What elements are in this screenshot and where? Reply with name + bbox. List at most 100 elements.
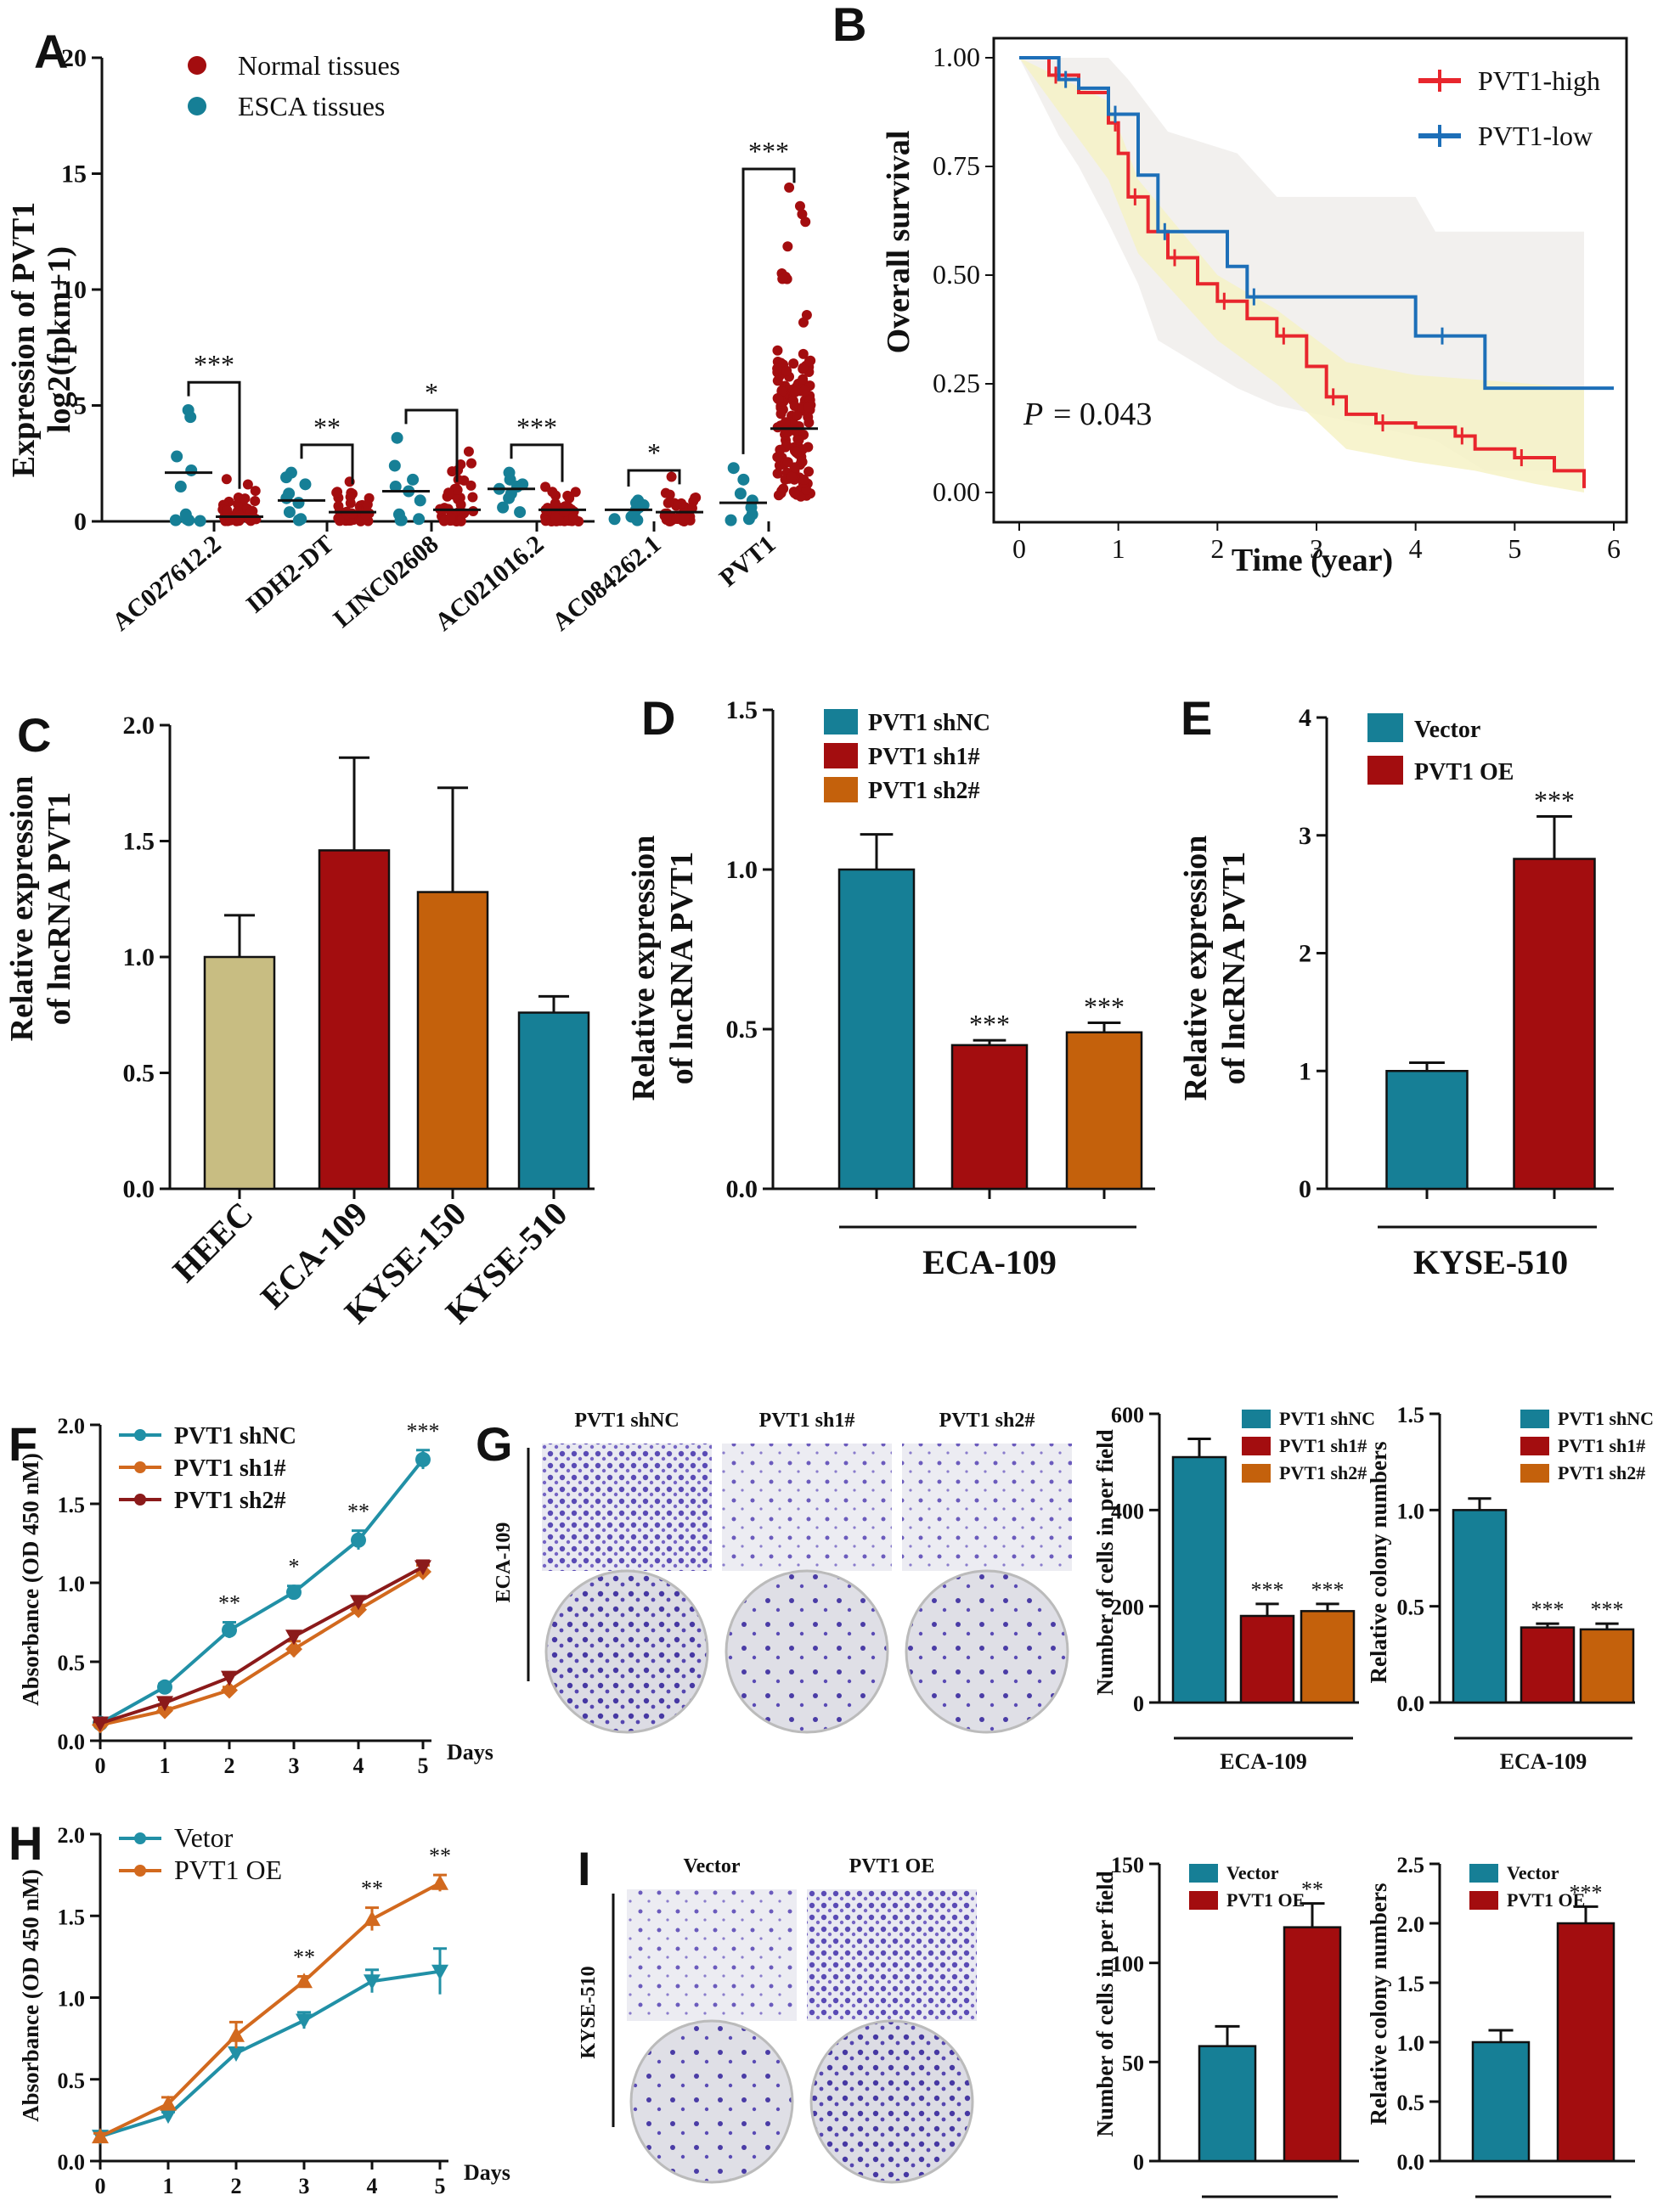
e-bar <box>1385 1070 1469 1190</box>
a-point-normal <box>780 417 791 428</box>
f-point <box>221 1681 238 1699</box>
i2-y-tick-label: 2.0 <box>1397 1912 1425 1937</box>
g-photo-col-2: PVT1 sh1# <box>759 1410 855 1432</box>
f-point <box>415 1451 431 1467</box>
c-y-tick-label: 1.5 <box>123 828 155 856</box>
a-point-normal <box>345 498 356 509</box>
legend-normal-label: Normal tissues <box>238 50 400 81</box>
f-significance: * <box>289 1555 300 1579</box>
c-x-tick-label: HEEC <box>165 1195 260 1290</box>
panel-d-ylabel-2: of lncRNA PVT1 <box>664 852 700 1084</box>
panel-b-ylabel: Overall survival <box>881 131 916 354</box>
a-significance: * <box>425 377 438 408</box>
legend-low-label: PVT1-low <box>1478 121 1593 151</box>
a-point-normal <box>772 345 783 356</box>
g-row-label: ECA-109 <box>493 1523 515 1603</box>
legend-high-label: PVT1-high <box>1478 65 1600 96</box>
f-point <box>351 1532 366 1548</box>
a-point-normal <box>772 468 783 479</box>
a-point-normal <box>792 410 803 421</box>
a-point-esca <box>299 478 312 491</box>
a-point-normal <box>547 487 558 498</box>
i1-y-tick-label: 50 <box>1122 2051 1144 2075</box>
f-point <box>221 1670 238 1686</box>
b-y-tick-label: 0.00 <box>933 476 980 507</box>
g1-group-label: ECA-109 <box>1220 1749 1307 1774</box>
a-point-normal <box>463 446 474 457</box>
f-point <box>285 1629 302 1646</box>
b-ci-band-high <box>1019 58 1584 492</box>
b-plot-frame <box>992 37 1628 524</box>
a-point-normal <box>787 471 798 482</box>
g1-y-tick-label: 400 <box>1111 1499 1144 1523</box>
a-point-esca <box>292 497 305 509</box>
a-point-normal <box>671 500 682 511</box>
panel-a-label: A <box>34 25 68 78</box>
a-point-normal <box>797 209 808 220</box>
c-bar <box>416 891 489 1190</box>
a-point-normal <box>550 512 561 523</box>
panel-c-ylabel-2: of lncRNA PVT1 <box>42 792 77 1025</box>
e-legend-swatch <box>1367 713 1403 742</box>
a-point-normal <box>775 487 787 498</box>
b-y-tick-label: 1.00 <box>933 42 980 72</box>
a-point-esca <box>413 513 426 526</box>
a-point-esca <box>503 492 516 504</box>
f-x-tick-label: 2 <box>224 1753 235 1778</box>
a-significance-bracket <box>510 443 564 482</box>
a-point-esca <box>389 481 402 493</box>
panel-a-ylabel-2: log2(fpkm+1) <box>42 246 77 433</box>
g1-legend-label: PVT1 sh1# <box>1279 1435 1367 1456</box>
i1-legend-label: PVT1 OE <box>1226 1889 1305 1911</box>
a-point-normal <box>788 358 799 369</box>
a-x-tick-label: AC027612.2 <box>107 530 227 636</box>
a-point-normal <box>453 474 464 485</box>
panel-d-bar: Relative expression of lncRNA PVT1 0.0 0.… <box>626 696 1155 1281</box>
d-y-tick-label: 1.5 <box>726 696 758 724</box>
panel-f-ylabel: Absorbance (OD 450 nM) <box>18 1453 43 1706</box>
panel-b-p-value: = 0.043 <box>1053 397 1152 432</box>
panel-i-chart-cells: Number of cells in per field 0 50 100 150 **… <box>1092 1853 1359 2212</box>
g2-ylabel: Relative colony numbers <box>1366 1442 1391 1684</box>
f-point <box>222 1622 237 1638</box>
a-point-normal <box>671 513 682 524</box>
g2-group-label: ECA-109 <box>1500 1749 1587 1774</box>
g1-legend-swatch <box>1242 1410 1271 1428</box>
a-point-normal <box>798 386 809 397</box>
a-point-normal <box>455 515 466 526</box>
h-point <box>92 2128 109 2144</box>
a-significance: *** <box>194 349 234 380</box>
h-point <box>160 2095 177 2111</box>
a-y-tick-label: 5 <box>74 392 87 420</box>
b-y-tick-label: 0.75 <box>933 150 980 181</box>
b-x-tick-label: 3 <box>1310 533 1323 564</box>
a-point-esca <box>194 515 206 527</box>
panel-g-label: G <box>476 1417 513 1471</box>
a-point-normal <box>803 417 815 428</box>
panel-f-label: F <box>8 1417 37 1471</box>
panel-b-survival: Overall survival Time (year) PVT1-high P… <box>881 37 1628 578</box>
g1-bar <box>1300 1610 1356 1704</box>
f-point <box>156 1696 173 1712</box>
i1-significance: ** <box>1301 1877 1323 1902</box>
g1-significance: *** <box>1311 1578 1345 1602</box>
h-y-tick-label: 0.0 <box>58 2150 86 2175</box>
f-significance: ** <box>218 1591 240 1616</box>
i2-legend-swatch <box>1469 1891 1498 1910</box>
a-point-esca <box>727 462 740 475</box>
a-x-tick-label: AC021016.2 <box>430 530 550 636</box>
panel-e-label: E <box>1181 691 1212 745</box>
a-point-normal <box>798 363 809 374</box>
g2-legend-label: PVT1 sh1# <box>1558 1435 1645 1456</box>
d-legend-swatch <box>824 709 858 735</box>
a-point-esca <box>394 514 407 526</box>
c-y-tick-label: 2.0 <box>123 712 155 740</box>
a-point-normal <box>800 217 811 228</box>
g2-legend-label: PVT1 sh2# <box>1558 1462 1645 1483</box>
a-point-esca <box>292 514 305 526</box>
panel-i-chart-colony: Relative colony numbers 0.0 0.5 1.0 1.5 2.0 2… <box>1366 1853 1635 2212</box>
a-point-esca <box>510 481 523 493</box>
panel-b-legend: PVT1-high PVT1-low <box>1418 65 1600 151</box>
d-y-tick-label: 1.0 <box>726 856 758 884</box>
a-point-normal <box>443 487 454 498</box>
